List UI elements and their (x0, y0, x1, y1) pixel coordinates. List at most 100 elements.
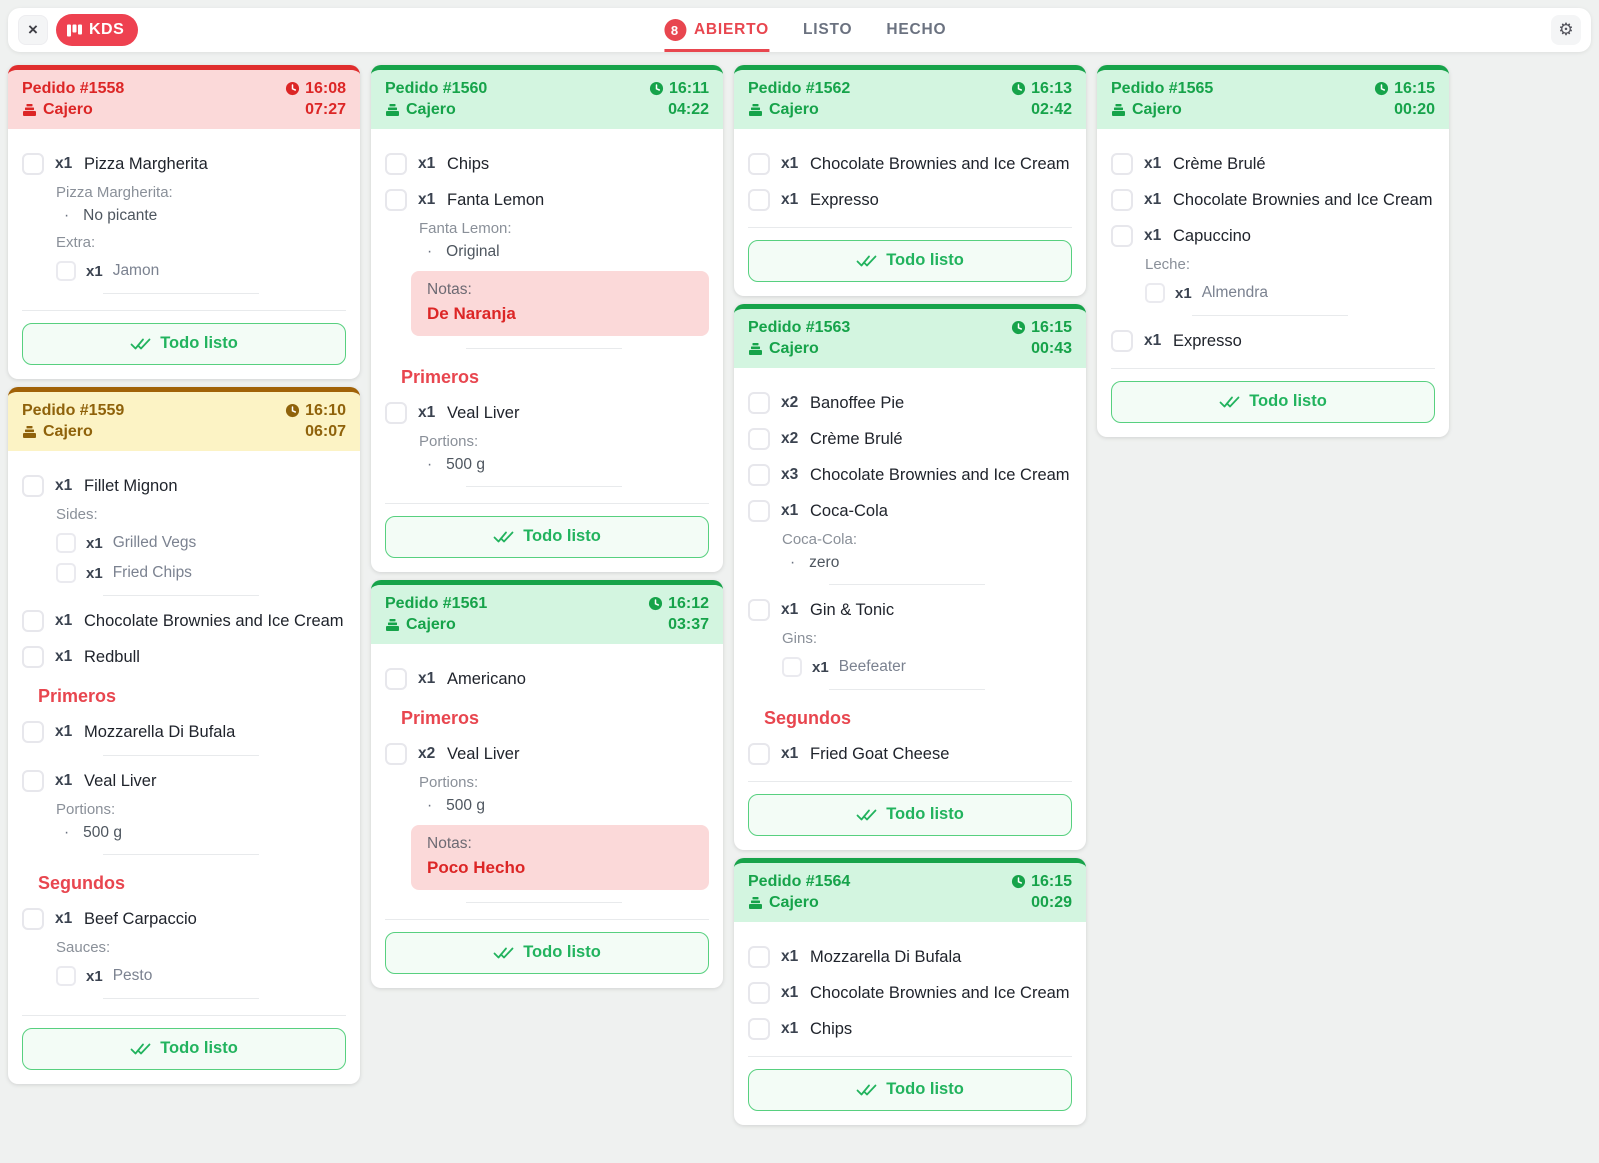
item-checkbox[interactable] (1111, 225, 1133, 247)
modifier-group-label: Portions: (419, 774, 479, 791)
modifier-subitem: x1 Fried Chips (56, 563, 346, 583)
close-button[interactable]: × (18, 15, 48, 45)
item-checkbox[interactable] (748, 392, 770, 414)
elapsed-time: 00:29 (1031, 894, 1072, 911)
item-checkbox[interactable] (22, 721, 44, 743)
order-id: Pedido #1564 (748, 873, 851, 890)
item-checkbox[interactable] (748, 946, 770, 968)
item-checkbox[interactable] (385, 668, 407, 690)
double-check-icon (856, 808, 877, 822)
item-checkbox[interactable] (22, 770, 44, 792)
modifier-checkbox[interactable] (56, 563, 76, 583)
cashier-icon (748, 896, 763, 910)
modifier-checkbox[interactable] (1145, 283, 1165, 303)
item-qty: x1 (418, 155, 436, 172)
note-label: Notas: (427, 835, 472, 852)
item-qty: x1 (781, 984, 799, 1001)
item-checkbox[interactable] (748, 743, 770, 765)
modifier-qty: x1 (86, 564, 103, 582)
order-item: x1 Beef Carpaccio Sauces: x1 Pesto (22, 908, 346, 999)
double-check-icon (856, 254, 877, 268)
kds-logo[interactable]: KDS (56, 14, 139, 46)
item-checkbox[interactable] (385, 189, 407, 211)
item-checkbox[interactable] (385, 743, 407, 765)
order-item: x1 Crème Brulé (1111, 153, 1435, 175)
item-checkbox[interactable] (22, 153, 44, 175)
tab-listo[interactable]: LISTO (803, 8, 852, 52)
item-checkbox[interactable] (385, 402, 407, 424)
order-item: x1 Fanta Lemon Fanta Lemon: · Original Notas:… (385, 189, 709, 349)
tab-hecho-label: HECHO (886, 21, 947, 38)
modifier-group-label: Coca-Cola: (782, 531, 858, 548)
item-divider (103, 293, 259, 294)
item-name: Chocolate Brownies and Ice Cream (810, 983, 1070, 1002)
item-name: Chips (810, 1019, 853, 1038)
cashier-icon (748, 103, 763, 117)
item-checkbox[interactable] (1111, 189, 1133, 211)
item-name: Chocolate Brownies and Ice Cream (1173, 190, 1433, 209)
tab-abierto[interactable]: 8 ABIERTO (663, 8, 770, 52)
order-card-body: x1 Chocolate Brownies and Ice Cream x1 Expr… (734, 129, 1086, 296)
todo-listo-button[interactable]: Todo listo (748, 794, 1072, 836)
board-column-4: Pedido #1565 16:15 Cajero 00:20 x1 Crème Brul… (1097, 65, 1449, 437)
item-checkbox[interactable] (748, 1018, 770, 1040)
item-checkbox[interactable] (1111, 153, 1133, 175)
todo-listo-button[interactable]: Todo listo (22, 323, 346, 365)
todo-listo-button[interactable]: Todo listo (385, 516, 709, 558)
item-checkbox[interactable] (748, 464, 770, 486)
order-item: x1 Chips (748, 1018, 1072, 1040)
cashier-icon (1111, 103, 1126, 117)
bullet-icon: · (427, 797, 433, 814)
item-name: Beef Carpaccio (84, 909, 197, 928)
order-card-body: x1 Crème Brulé x1 Chocolate Brownies and Ic… (1097, 129, 1449, 437)
modifier-group-label: Sauces: (56, 939, 111, 956)
footer-divider (748, 227, 1072, 228)
item-checkbox[interactable] (748, 599, 770, 621)
item-qty: x1 (1144, 191, 1162, 208)
item-checkbox[interactable] (748, 428, 770, 450)
item-checkbox[interactable] (22, 610, 44, 632)
item-name: Chips (447, 154, 490, 173)
order-item: x1 Pizza Margherita Pizza Margherita: · No p… (22, 153, 346, 294)
item-checkbox[interactable] (22, 646, 44, 668)
item-name: Veal Liver (447, 744, 520, 763)
modifier-checkbox[interactable] (56, 533, 76, 553)
modifier-checkbox[interactable] (56, 261, 76, 281)
order-note: Notas: Poco Hecho (411, 825, 709, 890)
item-checkbox[interactable] (22, 908, 44, 930)
item-checkbox[interactable] (748, 153, 770, 175)
order-item: x1 Mozzarella Di Bufala (22, 721, 346, 756)
item-qty: x1 (55, 477, 73, 494)
order-card: Pedido #1559 16:10 Cajero 06:07 x1 Fillet Mig… (8, 387, 360, 1084)
tab-hecho[interactable]: HECHO (886, 8, 946, 52)
todo-listo-button[interactable]: Todo listo (1111, 381, 1435, 423)
todo-listo-label: Todo listo (886, 251, 964, 269)
modifier-group-label: Fanta Lemon: (419, 220, 512, 237)
todo-listo-button[interactable]: Todo listo (748, 1069, 1072, 1111)
todo-listo-button[interactable]: Todo listo (385, 932, 709, 974)
order-card-body: x1 Pizza Margherita Pizza Margherita: · No p… (8, 129, 360, 379)
todo-listo-button[interactable]: Todo listo (22, 1028, 346, 1070)
modifier-subitem: x1 Beefeater (782, 657, 1072, 677)
item-checkbox[interactable] (748, 500, 770, 522)
item-checkbox[interactable] (22, 475, 44, 497)
course-heading: Segundos (38, 873, 126, 893)
item-checkbox[interactable] (1111, 330, 1133, 352)
modifier-choice: · zero (790, 554, 1072, 572)
bullet-icon: · (427, 243, 433, 260)
item-name: Fillet Mignon (84, 476, 178, 495)
orders-board: Pedido #1558 16:08 Cajero 07:27 x1 Pizza Marg… (0, 60, 1599, 1133)
settings-button[interactable]: ⚙ (1551, 15, 1581, 45)
todo-listo-button[interactable]: Todo listo (748, 240, 1072, 282)
item-checkbox[interactable] (748, 982, 770, 1004)
modifier-name: Grilled Vegs (112, 534, 197, 551)
modifier-checkbox[interactable] (782, 657, 802, 677)
course-heading: Segundos (764, 708, 852, 728)
item-name: Redbull (84, 647, 140, 666)
item-checkbox[interactable] (748, 189, 770, 211)
modifier-checkbox[interactable] (56, 966, 76, 986)
order-item: x2 Banoffee Pie (748, 392, 1072, 414)
clock-icon (1011, 874, 1026, 889)
item-qty: x1 (781, 745, 799, 762)
item-checkbox[interactable] (385, 153, 407, 175)
